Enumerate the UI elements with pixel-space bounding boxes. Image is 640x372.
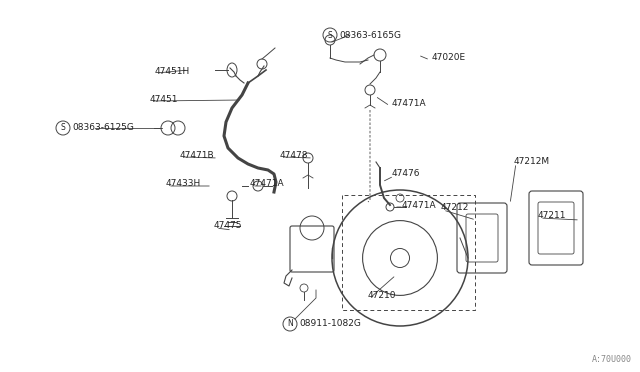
Text: 08363-6165G: 08363-6165G xyxy=(339,31,401,39)
Text: 47212: 47212 xyxy=(441,203,469,212)
Text: A:70U000: A:70U000 xyxy=(592,355,632,364)
Text: 47451H: 47451H xyxy=(155,67,190,76)
Text: S: S xyxy=(328,31,332,39)
Text: 47471A: 47471A xyxy=(402,201,436,209)
Text: 47478: 47478 xyxy=(280,151,308,160)
Text: 47020E: 47020E xyxy=(432,54,466,62)
Text: 47476: 47476 xyxy=(392,170,420,179)
Text: 08911-1082G: 08911-1082G xyxy=(299,320,361,328)
Text: S: S xyxy=(61,124,65,132)
Text: 47475: 47475 xyxy=(214,221,243,231)
Text: N: N xyxy=(287,320,293,328)
Text: 47471B: 47471B xyxy=(180,151,214,160)
Text: 47210: 47210 xyxy=(368,292,397,301)
Text: 47471A: 47471A xyxy=(250,180,285,189)
Text: 47471A: 47471A xyxy=(392,99,427,109)
Text: 47212M: 47212M xyxy=(514,157,550,166)
Text: 08363-6125G: 08363-6125G xyxy=(72,124,134,132)
Text: 47451: 47451 xyxy=(150,94,179,103)
Text: 47211: 47211 xyxy=(538,212,566,221)
Text: 47433H: 47433H xyxy=(166,180,201,189)
